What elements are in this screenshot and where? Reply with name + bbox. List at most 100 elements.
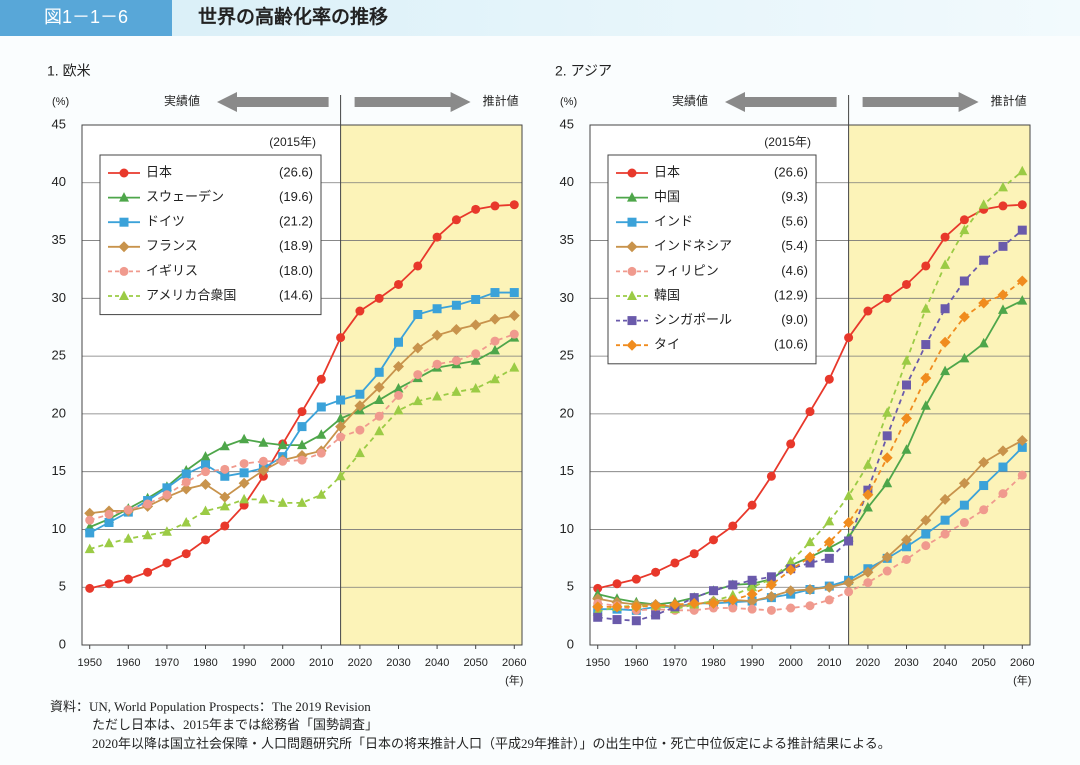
forecast-area (340, 125, 522, 645)
marker (374, 367, 384, 377)
marker (900, 413, 912, 425)
marker (123, 533, 134, 543)
marker (104, 509, 114, 519)
marker (611, 601, 623, 613)
marker (201, 467, 211, 477)
marker (630, 601, 642, 613)
marker (863, 306, 873, 316)
marker (200, 505, 211, 515)
marker (258, 456, 268, 466)
marker (119, 168, 129, 178)
marker (627, 290, 637, 300)
marker (451, 356, 461, 366)
actual-label: 実績値 (672, 93, 708, 108)
marker (470, 382, 481, 393)
x-tick-label: 1990 (232, 657, 256, 669)
marker (805, 407, 815, 417)
x-tick-label: 2000 (778, 657, 802, 669)
legend-name: イギリス (146, 263, 198, 278)
y-tick-label: 25 (52, 348, 66, 363)
marker (297, 407, 307, 417)
marker (1016, 434, 1028, 446)
legend-value: (9.0) (781, 312, 808, 327)
x-tick-label: 2050 (463, 657, 487, 669)
legend-value: (10.6) (774, 337, 808, 352)
marker (881, 551, 893, 563)
marker (746, 595, 758, 607)
marker (882, 566, 892, 576)
marker (123, 505, 133, 515)
marker (181, 469, 191, 479)
x-tick-label: 1960 (624, 657, 648, 669)
marker (728, 603, 738, 613)
header-bar (0, 0, 1080, 36)
marker (220, 521, 230, 531)
marker (85, 515, 95, 525)
marker (824, 515, 835, 526)
marker (862, 489, 874, 501)
marker (882, 431, 892, 441)
marker (297, 497, 307, 507)
marker (355, 389, 365, 399)
y-tick-label: 20 (560, 405, 574, 420)
marker (843, 517, 855, 529)
marker (785, 585, 797, 597)
marker (747, 500, 757, 510)
marker (959, 215, 969, 225)
marker (593, 583, 603, 593)
forecast-arrow (862, 92, 979, 112)
x-tick-label: 1950 (585, 657, 609, 669)
marker (118, 241, 130, 253)
marker (863, 578, 873, 588)
marker (142, 529, 153, 540)
y-tick-label: 30 (560, 290, 574, 305)
marker (373, 381, 385, 393)
marker (669, 599, 681, 611)
marker (921, 529, 931, 539)
marker (277, 439, 288, 450)
marker (940, 365, 951, 376)
marker (824, 553, 834, 563)
marker (1016, 275, 1028, 287)
marker (508, 310, 520, 322)
marker (450, 324, 462, 336)
marker (627, 217, 637, 227)
marker (747, 604, 757, 614)
forecast-label: 推計値 (483, 93, 519, 108)
marker (258, 471, 268, 481)
x-tick-label: 1980 (701, 657, 725, 669)
marker (143, 499, 153, 509)
x-tick-label: 1960 (116, 657, 140, 669)
marker (882, 293, 892, 303)
marker (627, 316, 637, 326)
legend-value: (18.9) (279, 238, 313, 253)
y-tick-label: 15 (52, 463, 66, 478)
legend-title: (2015年) (269, 135, 316, 149)
marker (998, 241, 1008, 251)
marker (979, 255, 989, 265)
legend-value: (26.6) (279, 164, 313, 179)
marker (921, 261, 931, 271)
marker (219, 491, 231, 503)
legend-name: 中国 (654, 189, 680, 204)
marker (180, 483, 192, 495)
x-tick-label: 2020 (856, 657, 880, 669)
marker (901, 444, 912, 454)
marker (104, 518, 114, 528)
marker (200, 451, 211, 461)
header-label: 図1－1－6 (44, 7, 128, 27)
marker (119, 192, 129, 202)
y-axis-label: (%) (560, 96, 577, 108)
marker (413, 370, 423, 380)
actual-arrow (725, 92, 837, 112)
marker (593, 612, 603, 622)
marker (939, 336, 951, 348)
marker (257, 465, 269, 477)
marker (1017, 442, 1027, 452)
marker (823, 536, 835, 548)
marker (746, 588, 758, 600)
marker (689, 593, 699, 603)
marker (844, 333, 854, 343)
marker (277, 497, 288, 507)
plot-frame (81, 124, 523, 646)
